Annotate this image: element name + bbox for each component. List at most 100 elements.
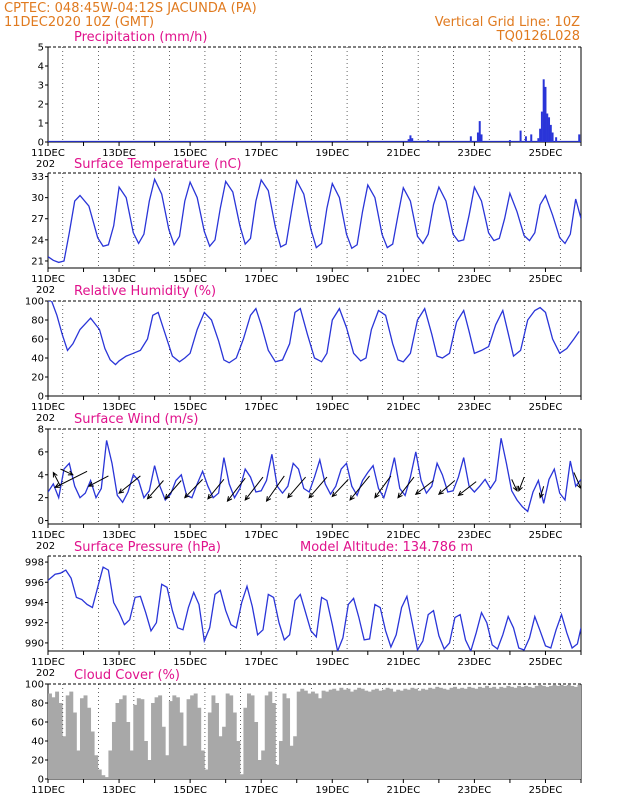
cloud-bar (158, 695, 163, 779)
cloud-data (48, 684, 581, 779)
precip-bar (469, 136, 472, 142)
cloud-bar (325, 691, 330, 779)
cloud-bar (154, 697, 159, 779)
pressure-y-tick-label: 996 (25, 578, 44, 589)
rh-y-tick-label: 20 (31, 373, 44, 384)
cloud-bar (293, 736, 298, 779)
cloud-x-tick-label: 19DEC (315, 785, 349, 796)
header-init-time: 11DEC2020 10Z (GMT) (4, 15, 154, 30)
rh-y-tick-label: 100 (25, 297, 44, 308)
precip-panel: 0 1 2 3 4 5 11DEC 13DEC 15DEC 17DEC 19DEC 21DEC 23DE… (31, 30, 582, 170)
cloud-bar (129, 750, 134, 779)
cloud-bar (374, 688, 379, 779)
cloud-bar (76, 750, 81, 779)
cloud-bar (200, 750, 205, 779)
cloud-bar (115, 703, 120, 779)
precip-data (48, 79, 581, 142)
cloud-bar (367, 691, 372, 779)
cloud-bar (289, 745, 294, 779)
cloud-bar (346, 688, 351, 779)
precip-x-tick-label: 19DEC (315, 148, 349, 159)
temp-x-tick-label: 17DEC (244, 274, 278, 285)
pressure-x-tick-label: 11DEC (31, 657, 65, 668)
rh-frame (47, 301, 582, 397)
wind-x-tick-label: 15DEC (173, 530, 207, 541)
cloud-bar (453, 686, 458, 779)
pressure-x-tick-label: 19DEC (315, 657, 349, 668)
precip-bar (546, 113, 549, 142)
wind-vector-arrow (308, 476, 328, 499)
cloud-bar (463, 688, 468, 779)
cloud-bar (513, 687, 518, 779)
pressure-y-tick-label: 990 (25, 638, 44, 649)
cloud-bar (264, 695, 269, 779)
cloud-bar (250, 695, 255, 779)
cloud-bar (122, 695, 127, 779)
cloud-bar (445, 689, 450, 779)
pressure-y-tick-label: 998 (25, 558, 44, 569)
cloud-panel: 0 20 40 60 80 100 11DEC 13DEC 15DEC 17DEC 19DEC 21D… (25, 668, 582, 796)
cloud-bar (51, 697, 56, 779)
rh-x-tick-label: 25DEC (529, 402, 563, 413)
wind-frame (47, 429, 582, 525)
cloud-bar (531, 687, 536, 779)
cloud-bar (350, 691, 354, 779)
precip-bar (551, 132, 554, 142)
cloud-bar (286, 698, 291, 779)
wind-y-tick-label: 8 (38, 425, 44, 436)
cloud-bar (211, 695, 216, 779)
precip-bar (407, 139, 410, 142)
cloud-bar (527, 686, 532, 779)
cloud-bar (467, 686, 472, 779)
wind-vector-arrow (287, 476, 306, 499)
temp-y-tick-label: 24 (31, 235, 44, 246)
precip-bar (549, 124, 552, 142)
header-station: CPTEC: 048:45W-04:12S JACUNDA (PA) (4, 1, 257, 16)
wind-vector-arrow (265, 475, 285, 503)
cloud-bar (552, 684, 557, 779)
temp-x-tick-label: 13DEC (102, 274, 136, 285)
cloud-bar (143, 741, 148, 779)
cloud-bar (257, 760, 262, 779)
temp-x-tick-label: 15DEC (173, 274, 207, 285)
cloud-bar (318, 698, 323, 779)
temp-x-tick-label: 19DEC (315, 274, 349, 285)
cloud-bar (431, 688, 436, 779)
wind-y-tick-label: 2 (38, 493, 44, 504)
cloud-bar (477, 686, 482, 779)
cloud-bar (541, 685, 546, 779)
cloud-bar (570, 685, 575, 779)
precip-bar (409, 135, 412, 142)
cloud-title: Cloud Cover (%) (74, 668, 180, 683)
precip-bar (544, 86, 547, 142)
cloud-x-tick-label: 15DEC (173, 785, 207, 796)
cloud-x-tick-label: 23DEC (458, 785, 492, 796)
cloud-x-tick-label: 11DEC (31, 785, 65, 796)
cloud-bar (424, 689, 429, 779)
cloud-bar (94, 755, 99, 779)
cloud-bar (101, 775, 106, 779)
cloud-bar (229, 695, 234, 779)
rh-x-tick-label: 17DEC (244, 402, 278, 413)
cloud-bar (392, 691, 397, 779)
wind-x-tick-label: 23DEC (458, 530, 492, 541)
rh-x-tick-label: 23DEC (458, 402, 492, 413)
cloud-bar (417, 690, 422, 779)
precip-x-tick-label: 25DEC (529, 148, 563, 159)
cloud-bar (509, 686, 514, 779)
cloud-bar (413, 688, 418, 779)
pressure-x-tick-label: 21DEC (386, 657, 420, 668)
cloud-bar (563, 685, 568, 779)
wind-vector-arrow (517, 476, 525, 492)
precip-bar (578, 134, 581, 142)
wind-y-tick-label: 6 (38, 447, 44, 458)
pressure-x-tick-label: 17DEC (244, 657, 278, 668)
cloud-x-tick-label: 21DEC (386, 785, 420, 796)
cloud-y-tick-label: 60 (31, 718, 44, 729)
wind-vector-arrow (331, 479, 349, 498)
cloud-bar (517, 685, 521, 779)
wind-vector-arrow (414, 480, 434, 495)
cloud-bar (275, 764, 280, 779)
precip-bar (537, 138, 540, 142)
